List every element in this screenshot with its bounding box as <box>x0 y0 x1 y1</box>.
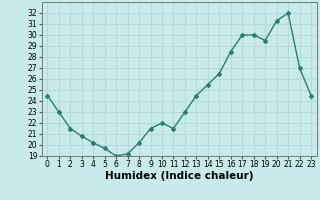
X-axis label: Humidex (Indice chaleur): Humidex (Indice chaleur) <box>105 171 253 181</box>
